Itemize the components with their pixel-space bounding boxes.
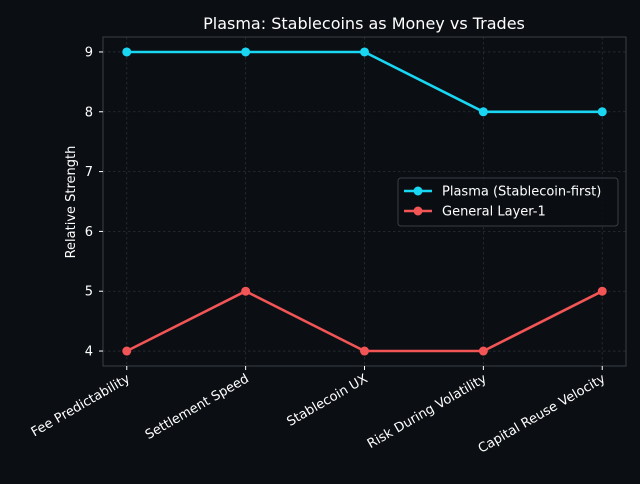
series-1-point <box>360 47 369 57</box>
y-axis-label: Relative Strength <box>64 146 79 259</box>
y-tick-label: 9 <box>85 45 93 60</box>
series-2-point <box>360 346 369 356</box>
legend-swatch-marker <box>413 186 423 196</box>
legend-label: Plasma (Stablecoin-first) <box>442 185 601 200</box>
series-1-point <box>478 107 488 117</box>
y-tick-label: 6 <box>85 225 93 240</box>
legend-swatch-marker <box>413 206 423 216</box>
series-2-point <box>241 286 251 296</box>
y-tick-label: 4 <box>85 345 93 360</box>
y-tick-label: 8 <box>85 105 93 120</box>
legend-label: General Layer-1 <box>442 205 546 220</box>
legend-box <box>397 177 619 227</box>
y-tick-label: 5 <box>85 285 93 300</box>
series-1-point <box>241 47 251 57</box>
legend: Plasma (Stablecoin-first) General Layer-1 <box>397 177 619 227</box>
chart-title: Plasma: Stablecoins as Money vs Trades <box>203 14 525 33</box>
series-1-point <box>597 107 607 117</box>
series-2-point <box>478 346 488 356</box>
y-tick-label: 7 <box>85 165 93 180</box>
series-2-point <box>597 286 607 296</box>
series-1-point <box>122 47 132 57</box>
series-2-point <box>122 346 132 356</box>
